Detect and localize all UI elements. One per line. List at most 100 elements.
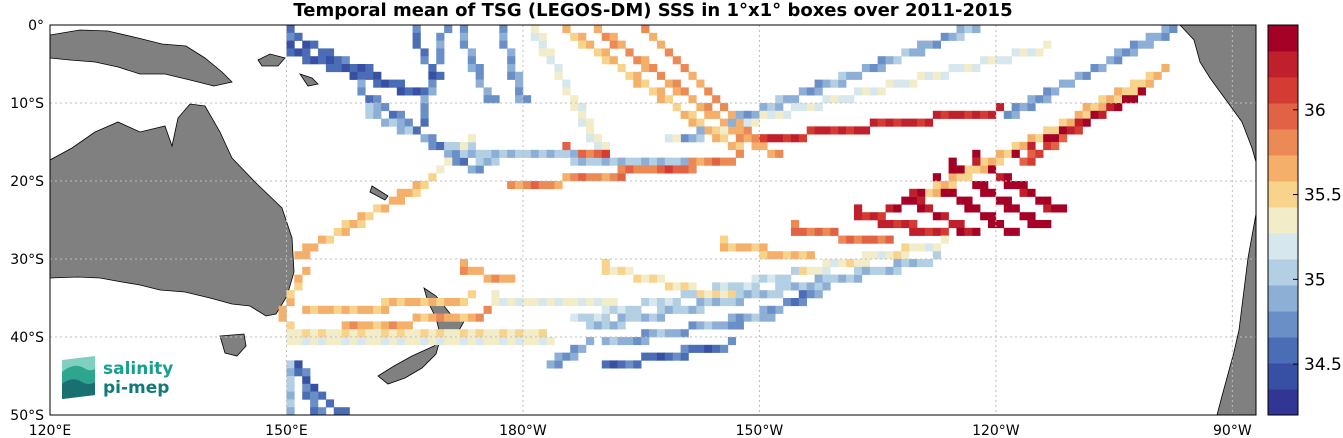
sss-cell xyxy=(1082,110,1091,119)
sss-cell xyxy=(759,103,768,112)
sss-cell xyxy=(570,95,579,104)
sss-cell xyxy=(412,25,421,34)
sss-cell xyxy=(830,126,839,135)
sss-cell xyxy=(357,79,366,88)
sss-cell xyxy=(767,274,776,283)
sss-cell xyxy=(475,79,484,88)
sss-cell xyxy=(830,274,839,283)
sss-cell xyxy=(318,407,327,415)
sss-cell xyxy=(656,329,666,338)
sss-cell xyxy=(680,110,689,119)
sss-cell xyxy=(318,391,327,400)
sss-cell xyxy=(932,243,942,252)
sss-cell xyxy=(948,220,957,229)
sss-cell xyxy=(798,290,808,299)
sss-cell xyxy=(735,126,744,135)
sss-cell xyxy=(373,329,382,338)
sss-cell xyxy=(751,274,760,283)
sss-cell xyxy=(1058,118,1068,127)
sss-cell xyxy=(601,56,610,65)
sss-cell xyxy=(743,290,752,299)
sss-cell xyxy=(664,95,674,104)
sss-cell xyxy=(909,118,918,127)
sss-cell xyxy=(578,173,587,182)
sss-cell xyxy=(814,79,823,88)
sss-cell xyxy=(1043,142,1052,151)
sss-cell xyxy=(1122,95,1131,104)
sss-cell xyxy=(601,142,610,151)
sss-cell xyxy=(735,149,744,158)
sss-cell xyxy=(901,118,910,127)
sss-cell xyxy=(373,103,382,112)
sss-cell xyxy=(436,329,445,338)
sss-cell xyxy=(318,235,327,244)
sss-cell xyxy=(286,337,295,346)
sss-cell xyxy=(396,126,406,135)
sss-cell xyxy=(318,337,327,346)
sss-cell xyxy=(609,321,618,330)
sss-cell xyxy=(467,134,476,143)
sss-cell xyxy=(562,298,571,307)
logo-line1: salinity xyxy=(103,359,173,379)
sss-cell xyxy=(507,64,516,73)
sss-cell xyxy=(396,321,406,330)
sss-cell xyxy=(806,103,815,112)
sss-cell xyxy=(775,103,784,112)
sss-cell xyxy=(286,40,295,49)
sss-cell xyxy=(909,220,918,229)
x-tick-label: 90°W xyxy=(1213,423,1252,438)
sss-cell xyxy=(538,329,547,338)
sss-cell xyxy=(325,399,335,408)
sss-cell xyxy=(877,56,886,65)
sss-cell xyxy=(586,40,595,49)
sss-cell xyxy=(924,188,934,197)
sss-cell xyxy=(712,344,721,353)
sss-cell xyxy=(515,337,524,346)
sss-cell xyxy=(570,157,579,166)
sss-cell xyxy=(499,337,508,346)
sss-cell xyxy=(924,204,934,213)
sss-cell xyxy=(727,110,737,119)
sss-cell xyxy=(412,329,421,338)
sss-cell xyxy=(1011,110,1020,119)
sss-cell xyxy=(286,376,295,385)
sss-cell xyxy=(988,56,997,65)
sss-cell xyxy=(341,337,350,346)
sss-cell xyxy=(854,204,863,213)
sss-cell xyxy=(601,266,610,275)
sss-cell xyxy=(609,173,618,182)
y-tick-label: 20°S xyxy=(10,174,44,190)
sss-cell xyxy=(980,56,989,65)
sss-cell xyxy=(499,149,508,158)
sss-cell xyxy=(444,157,453,166)
sss-cell xyxy=(1090,110,1099,119)
sss-cell xyxy=(570,313,579,322)
sss-cell xyxy=(381,79,390,88)
sss-cell xyxy=(720,118,729,127)
sss-cell xyxy=(672,134,681,143)
sss-cell xyxy=(633,165,642,174)
sss-cell xyxy=(294,360,303,369)
sss-cell xyxy=(522,95,532,104)
sss-cell xyxy=(333,227,342,236)
sss-cell xyxy=(294,368,303,377)
sss-cell xyxy=(869,251,878,260)
sss-cell xyxy=(995,149,1005,158)
sss-cell xyxy=(302,391,311,400)
sss-cell xyxy=(688,321,697,330)
sss-cell xyxy=(712,290,721,299)
sss-cell xyxy=(1066,79,1076,88)
sss-cell xyxy=(790,298,800,307)
sss-cell xyxy=(593,48,603,57)
sss-cell xyxy=(751,110,760,119)
sss-cell xyxy=(656,298,666,307)
sss-cell xyxy=(633,337,642,346)
sss-cell xyxy=(633,360,642,369)
sss-cell xyxy=(578,32,587,41)
sss-cell xyxy=(838,259,847,268)
sss-cell xyxy=(365,212,374,221)
sss-cell xyxy=(586,118,595,127)
sss-cell xyxy=(428,313,437,322)
sss-cell xyxy=(1019,181,1028,190)
sss-cell xyxy=(286,32,295,41)
